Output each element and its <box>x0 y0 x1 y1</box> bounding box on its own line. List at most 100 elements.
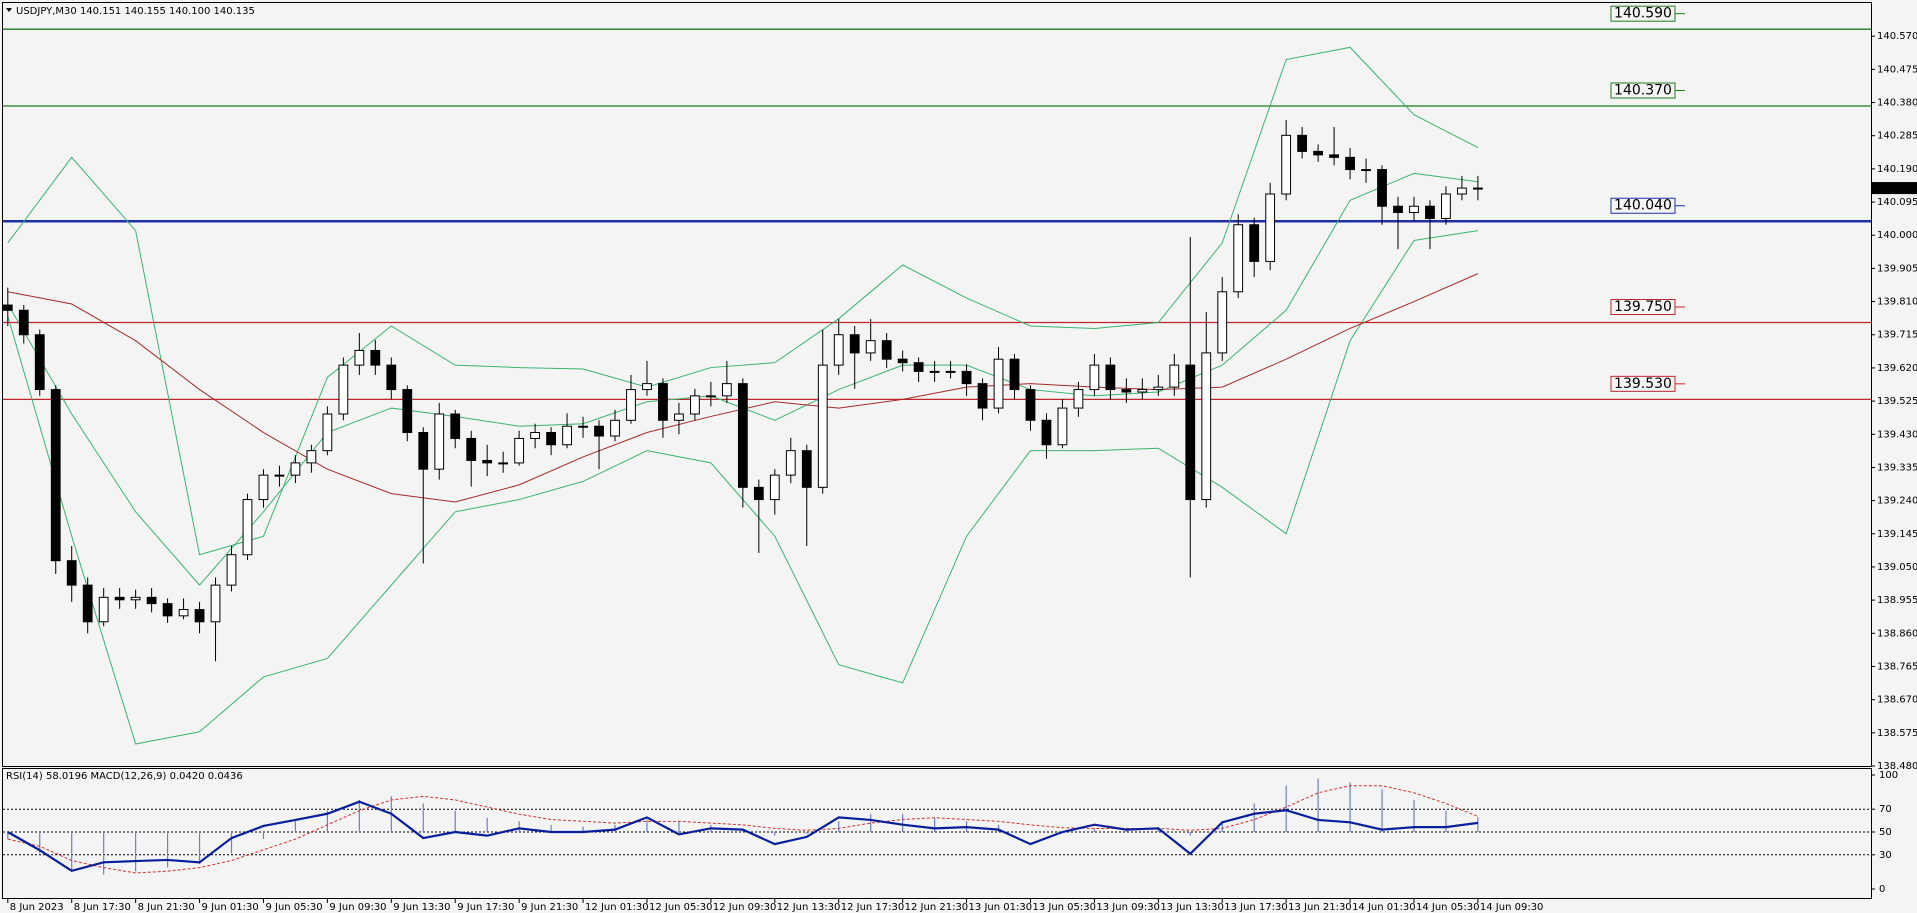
y-tick-label: 140.380 <box>1877 98 1917 109</box>
candle-body <box>290 462 301 476</box>
candle-body <box>1265 193 1276 262</box>
chart-title: USDJPY,M30 140.151 140.155 140.100 140.1… <box>16 6 255 17</box>
candle-body <box>658 383 668 421</box>
candle-body <box>881 340 892 360</box>
candle-body <box>434 413 445 470</box>
candle-body <box>1393 205 1403 214</box>
candle-body <box>626 389 636 421</box>
y-tick-label: 138.670 <box>1877 695 1917 706</box>
candle-body <box>801 450 812 488</box>
candle-body <box>753 486 764 501</box>
y-tick-label: 140.285 <box>1877 131 1917 142</box>
y-tick-label: 139.905 <box>1877 263 1917 274</box>
x-tick-label: 12 Jun 09:30 <box>713 902 777 913</box>
level-label: 140.590 <box>1614 6 1672 22</box>
candle-body <box>1217 291 1228 354</box>
candle-body <box>178 609 189 617</box>
candle-body <box>961 370 972 385</box>
candle-body <box>322 413 333 452</box>
candle-body <box>578 425 588 428</box>
y-tick-label: 138.860 <box>1877 628 1917 639</box>
candle-body <box>705 395 716 398</box>
candle-body <box>562 425 572 446</box>
y-tick-label: 139.145 <box>1877 529 1917 540</box>
x-tick-label: 9 Jun 21:30 <box>521 902 578 913</box>
candle-body <box>833 334 844 366</box>
candle-body <box>402 389 413 434</box>
rsi-line <box>7 800 1479 872</box>
candle-body <box>737 383 748 488</box>
indicator-panel <box>2 768 1872 899</box>
y-tick-label: 139.430 <box>1877 429 1917 440</box>
candle-body <box>1185 364 1196 501</box>
y-tick-label: 30 <box>1879 850 1892 861</box>
candle-body <box>913 362 924 372</box>
y-tick-label: 138.765 <box>1877 661 1917 672</box>
indicator-title: RSI(14) 58.0196 MACD(12,26,9) 0.0420 0.0… <box>6 771 243 782</box>
candle-body <box>18 309 29 336</box>
y-tick-label: 140.190 <box>1877 164 1917 175</box>
y-tick-label: 139.335 <box>1877 462 1917 473</box>
x-tick-label: 14 Jun 01:30 <box>1352 902 1416 913</box>
y-tick-label: 140.095 <box>1877 197 1917 208</box>
candle-body <box>817 364 828 488</box>
candle-body <box>1041 419 1052 446</box>
candle-body <box>993 358 1004 409</box>
candle-body <box>1409 205 1419 214</box>
candle-body <box>1121 389 1132 393</box>
x-tick-label: 9 Jun 01:30 <box>202 902 259 913</box>
x-tick-label: 13 Jun 17:30 <box>1224 902 1288 913</box>
y-tick-label: 138.955 <box>1877 595 1917 606</box>
candle-body <box>1313 150 1324 156</box>
y-tick-label: 139.620 <box>1877 363 1917 374</box>
candle-body <box>418 432 429 470</box>
candle-body <box>242 499 253 556</box>
candle-body <box>769 474 780 501</box>
candle-body <box>1089 364 1100 391</box>
candle-body <box>1137 389 1148 393</box>
candle-body <box>610 419 620 437</box>
candle-body <box>482 459 493 464</box>
candle-body <box>66 560 77 586</box>
last-price-label: 140.135 <box>1877 183 1917 194</box>
candle-body <box>354 349 365 366</box>
candle-body <box>338 364 349 415</box>
x-tick-label: 13 Jun 13:30 <box>1160 902 1224 913</box>
candle-body <box>1201 352 1212 501</box>
x-tick-label: 12 Jun 13:30 <box>777 902 841 913</box>
candle-body <box>274 474 285 477</box>
candle-body <box>977 383 988 409</box>
y-tick-label: 139.050 <box>1877 562 1917 573</box>
candle-body <box>2 304 13 311</box>
y-tick-label: 139.240 <box>1877 496 1917 507</box>
y-tick-label: 140.000 <box>1877 230 1917 241</box>
candle-body <box>498 462 509 465</box>
candle-body <box>642 383 652 391</box>
candle-body <box>1345 156 1355 171</box>
candle-body <box>1361 169 1371 172</box>
candle-body <box>1297 134 1308 152</box>
y-tick-label: 70 <box>1879 804 1892 815</box>
x-tick-label: 13 Jun 21:30 <box>1288 902 1352 913</box>
x-tick-label: 12 Jun 01:30 <box>585 902 649 913</box>
candle-body <box>690 395 700 415</box>
candle-body <box>1329 154 1339 158</box>
candle-body <box>849 334 860 354</box>
x-tick-label: 12 Jun 17:30 <box>841 902 905 913</box>
y-tick-label: 138.480 <box>1877 761 1917 772</box>
y-tick-label: 50 <box>1879 827 1892 838</box>
candle-body <box>194 609 205 623</box>
candle-body <box>386 364 397 391</box>
candle-body <box>1169 364 1180 388</box>
y-tick-label: 140.570 <box>1877 31 1917 42</box>
level-label: 139.750 <box>1614 299 1672 315</box>
candle-body <box>1105 364 1116 391</box>
candle-body <box>450 413 461 439</box>
candle-body <box>130 596 141 601</box>
x-tick-label: 14 Jun 09:30 <box>1480 902 1544 913</box>
candle-body <box>1153 386 1164 391</box>
candle-body <box>1057 407 1068 446</box>
x-tick-label: 14 Jun 05:30 <box>1416 902 1480 913</box>
candle-body <box>1457 187 1467 195</box>
candle-body <box>546 432 556 446</box>
